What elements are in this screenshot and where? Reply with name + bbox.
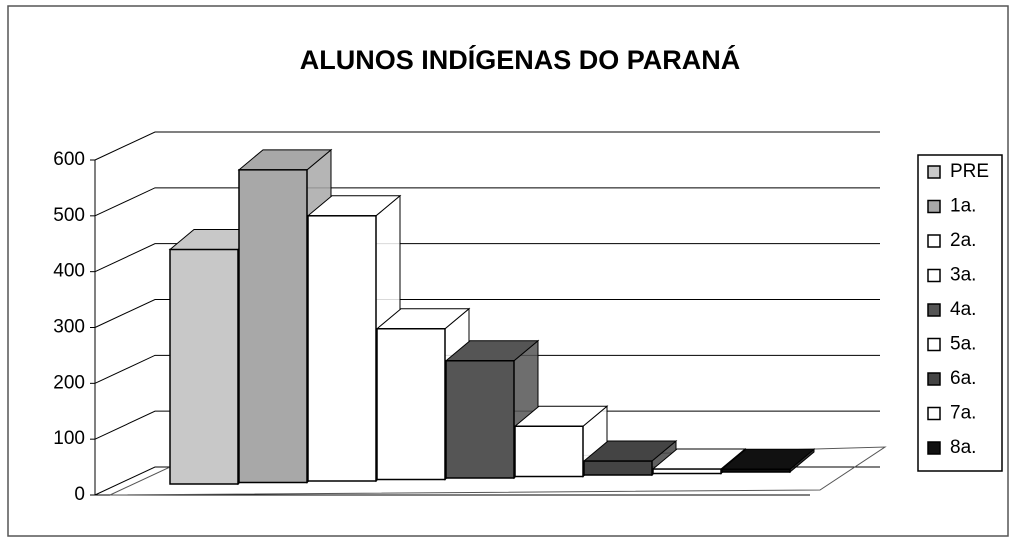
legend-swatch: [927, 165, 941, 179]
legend-swatch: [927, 234, 941, 248]
bar: [238, 169, 308, 484]
y-tick-label: 0: [74, 484, 85, 505]
legend-label: 2a.: [950, 230, 976, 251]
bar: [514, 425, 584, 478]
legend-label: 5a.: [950, 334, 976, 355]
frame: [7, 5, 1009, 537]
legend-label: 4a.: [950, 299, 976, 320]
chart-title: ALUNOS INDÍGENAS DO PARANÁ: [300, 44, 741, 75]
legend-swatch: [927, 268, 941, 283]
grid-line: [94, 410, 880, 440]
legend-label: 8a.: [950, 437, 976, 458]
y-tick-label: 200: [53, 372, 85, 393]
y-tick-label: 400: [53, 261, 85, 282]
bar: [583, 460, 653, 476]
y-tick-label: 500: [53, 205, 85, 226]
bar: [721, 468, 791, 473]
y-tick-label: 300: [53, 317, 85, 338]
bar: [169, 248, 239, 485]
grid-line: [94, 243, 880, 273]
legend-swatch: [927, 441, 941, 455]
y-tick-label: 100: [53, 428, 85, 449]
bar: [376, 328, 446, 481]
legend-swatch: [927, 372, 941, 386]
legend-swatch: [927, 406, 941, 421]
bar: [445, 360, 515, 479]
legend-label: PRE: [950, 161, 989, 182]
legend-label: 3a.: [950, 265, 976, 286]
legend-swatch: [927, 337, 941, 352]
grid-line: [94, 187, 880, 217]
bar: [652, 468, 722, 475]
y-tick-label: 600: [53, 149, 85, 170]
grid-line: [94, 354, 880, 384]
legend-label: 7a.: [950, 403, 976, 424]
grid-line: [94, 131, 880, 161]
legend-swatch: [927, 303, 941, 317]
legend-label: 1a.: [950, 196, 976, 217]
grid-line: [94, 299, 880, 328]
legend-label: 6a.: [950, 368, 976, 389]
bar: [307, 215, 377, 482]
floor: [109, 446, 887, 496]
legend-swatch: [927, 199, 941, 214]
